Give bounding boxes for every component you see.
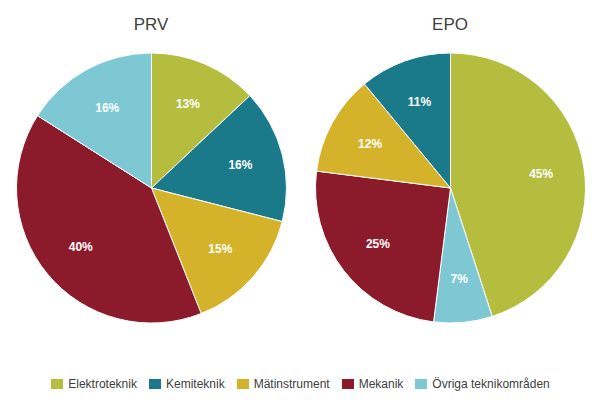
svg-text:25%: 25% <box>365 237 389 251</box>
svg-text:13%: 13% <box>175 97 199 111</box>
svg-text:11%: 11% <box>407 95 431 109</box>
svg-text:7%: 7% <box>450 272 468 286</box>
html-text:Mekanik: Mekanik <box>358 377 404 391</box>
svg-text:45%: 45% <box>529 167 553 181</box>
svg-text:15%: 15% <box>208 242 232 256</box>
html-text:Mätinstrument: Mätinstrument <box>253 377 330 391</box>
svg-text:16%: 16% <box>95 101 119 115</box>
html-text:EPO: EPO <box>432 15 468 34</box>
html-text:Kemiteknik: Kemiteknik <box>166 377 225 391</box>
svg-text:12%: 12% <box>358 137 382 151</box>
svg-text:16%: 16% <box>228 158 252 172</box>
html-text:Övriga teknikområden: Övriga teknikområden <box>432 377 550 391</box>
html-text:PRV: PRV <box>133 15 169 34</box>
svg-text:40%: 40% <box>68 240 92 254</box>
html-text:Elektroteknik: Elektroteknik <box>68 377 137 391</box>
